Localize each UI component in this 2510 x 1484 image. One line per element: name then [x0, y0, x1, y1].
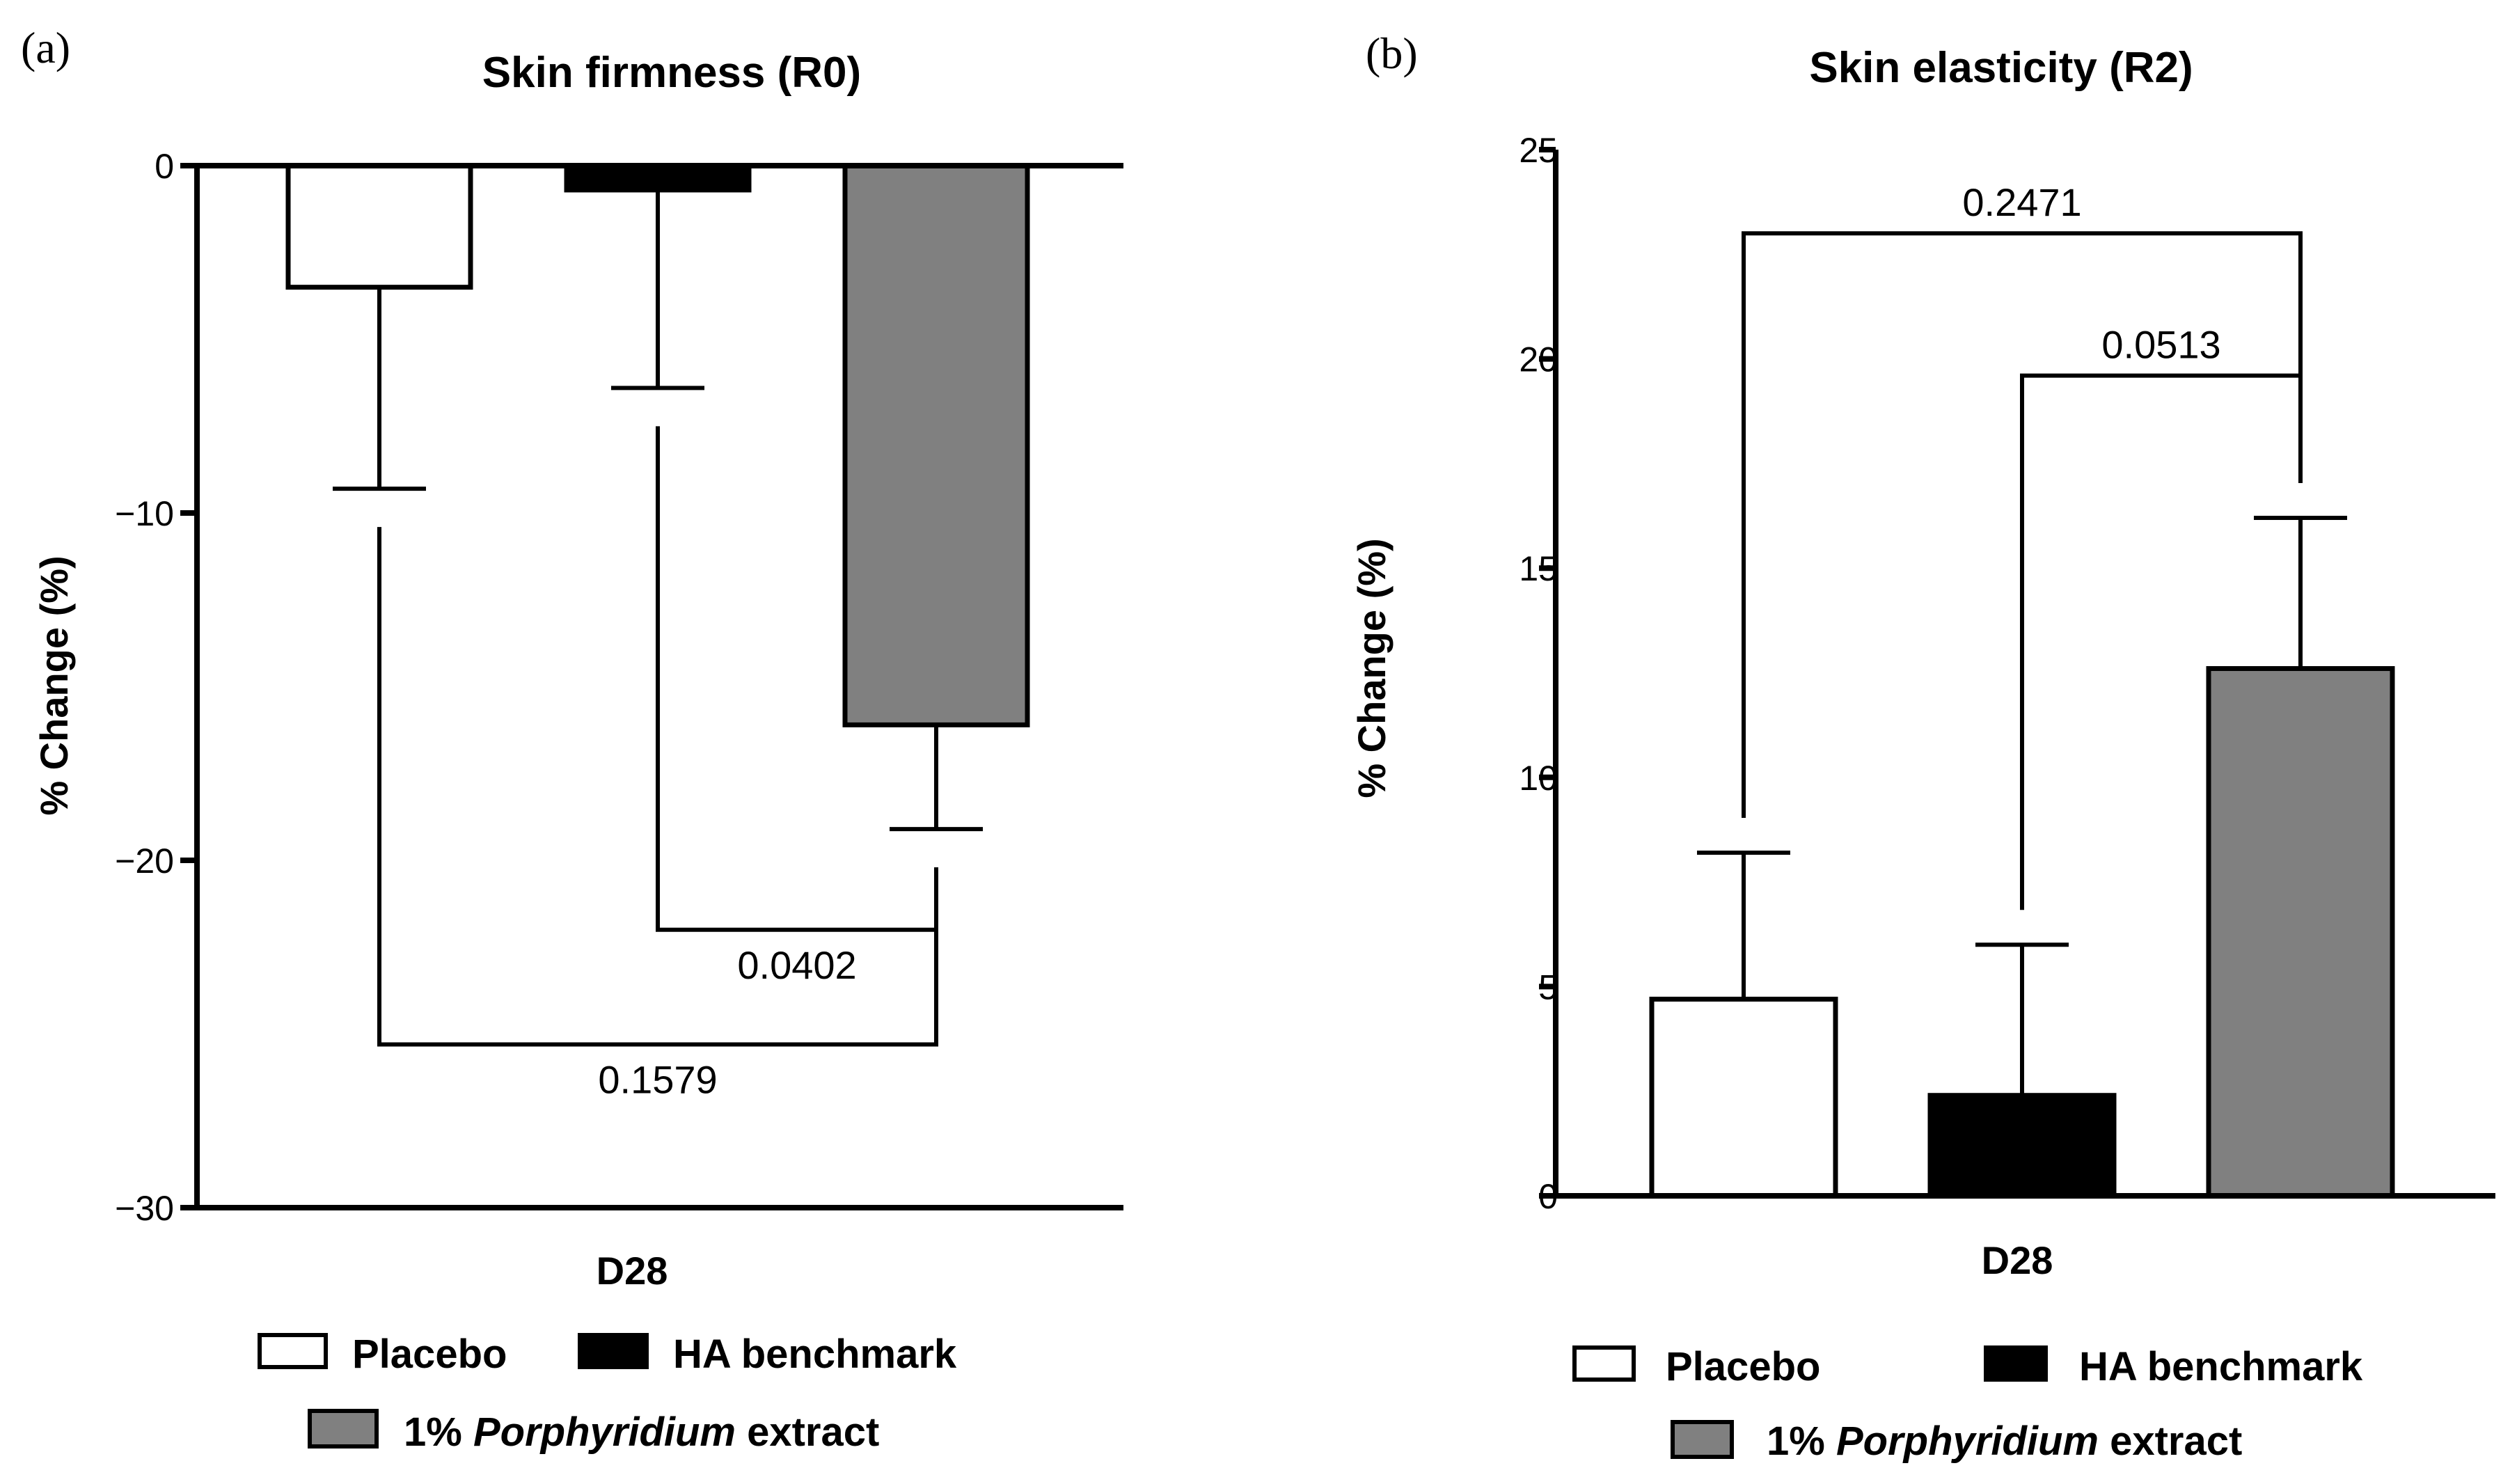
panel-b-skin-elasticity: (b) Skin elasticity (R2) % Change (%) 05…	[1350, 29, 2495, 1464]
panel-b-bars	[1649, 665, 2395, 1199]
panel-a-error-bars	[333, 189, 983, 832]
legend-swatch-ha-benchmark	[1984, 1345, 2048, 1382]
legend-label-ha-benchmark: HA benchmark	[2079, 1344, 2363, 1389]
significance-bracket	[377, 527, 938, 1047]
legend-label-placebo: Placebo	[352, 1332, 507, 1377]
y-tick-label: 25	[1519, 131, 1558, 170]
bar-ha-benchmark	[564, 163, 752, 193]
legend-item-placebo: Placebo	[258, 1332, 507, 1377]
panel-a-legend: Placebo HA benchmark 1% Porphyridium ext…	[258, 1332, 957, 1455]
legend-label-ha-benchmark: HA benchmark	[673, 1332, 957, 1377]
significance-bracket	[1742, 231, 2303, 819]
panel-b-label: (b)	[1366, 29, 1418, 78]
legend-swatch-placebo	[1572, 1345, 1636, 1382]
bar-porphyridium	[842, 163, 1030, 727]
panel-a-y-ticks: 0 −10 −20 −30	[115, 147, 197, 1228]
panel-b-error-bars	[1697, 516, 2347, 1096]
panel-b-legend: Placebo HA benchmark 1% Porphyridium ext…	[1572, 1344, 2363, 1464]
panel-b-title: Skin elasticity (R2)	[1809, 44, 2193, 92]
legend-label-porphyridium: 1% Porphyridium extract	[1767, 1419, 2242, 1464]
legend-item-placebo: Placebo	[1572, 1344, 1820, 1389]
bar-porphyridium	[2206, 665, 2395, 1199]
panel-a-y-axis-title: % Change (%)	[32, 555, 76, 815]
panel-a-label: (a)	[21, 23, 70, 72]
legend-swatch-placebo	[258, 1333, 328, 1369]
y-tick-label: 15	[1519, 549, 1558, 588]
p-value-label: 0.0513	[2101, 323, 2220, 367]
legend-swatch-porphyridium	[308, 1409, 379, 1449]
bar-placebo	[1649, 996, 1838, 1199]
legend-item-ha-benchmark: HA benchmark	[578, 1332, 957, 1377]
panel-b-y-axis-title: % Change (%)	[1350, 538, 1394, 798]
legend-label-porphyridium: 1% Porphyridium extract	[404, 1410, 879, 1455]
bar-ha-benchmark	[1927, 1093, 2117, 1199]
y-tick-label: −20	[115, 842, 174, 881]
legend-item-porphyridium: 1% Porphyridium extract	[308, 1409, 879, 1455]
y-tick-label: 10	[1519, 759, 1558, 798]
panel-b-x-category: D28	[1982, 1238, 2053, 1282]
bar-placebo	[285, 163, 473, 290]
panel-a-skin-firmness: (a) Skin firmness (R0) % Change (%) 0 −10…	[21, 23, 1123, 1455]
legend-label-placebo: Placebo	[1666, 1344, 1820, 1389]
p-value-label: 0.0402	[737, 943, 856, 987]
y-tick-label: 0	[155, 147, 174, 186]
legend-swatch-ha-benchmark	[578, 1333, 649, 1369]
panel-b-comparisons: 0.0513 0.2471	[1742, 180, 2303, 910]
y-tick-label: 20	[1519, 340, 1558, 379]
panel-a-title: Skin firmness (R0)	[482, 49, 861, 97]
panel-a-comparisons: 0.0402 0.1579	[377, 426, 938, 1101]
panel-a-x-category: D28	[597, 1249, 668, 1293]
p-value-label: 0.1579	[598, 1057, 717, 1101]
legend-swatch-porphyridium	[1671, 1420, 1734, 1459]
legend-item-ha-benchmark: HA benchmark	[1984, 1344, 2363, 1389]
p-value-label: 0.2471	[1962, 180, 2081, 224]
y-tick-label: −30	[115, 1189, 174, 1228]
legend-item-porphyridium: 1% Porphyridium extract	[1671, 1419, 2242, 1464]
y-tick-label: −10	[115, 494, 174, 533]
